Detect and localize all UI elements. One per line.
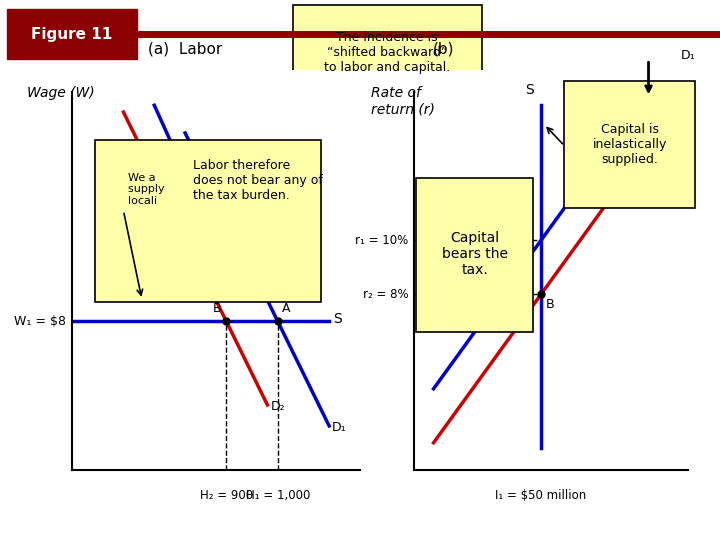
Text: Capital is
inelastically
supplied.: Capital is inelastically supplied. [593, 123, 667, 166]
Text: (b): (b) [433, 42, 454, 57]
FancyBboxPatch shape [564, 81, 696, 208]
FancyBboxPatch shape [7, 9, 137, 59]
Text: S: S [333, 312, 342, 326]
Text: r₂ = 8%: r₂ = 8% [362, 288, 408, 301]
Text: Labor therefore
does not bear any of
the tax burden.: Labor therefore does not bear any of the… [194, 159, 323, 202]
Text: S: S [525, 83, 534, 97]
Text: Rate of
return (r): Rate of return (r) [371, 86, 435, 117]
Text: W₁ = $8: W₁ = $8 [14, 315, 66, 328]
FancyBboxPatch shape [416, 178, 534, 332]
Text: B: B [213, 302, 222, 315]
Text: (a)  Labor: (a) Labor [148, 42, 222, 57]
Text: We a
supply 
locali: We a supply locali [127, 173, 168, 206]
Text: The incidence is
“shifted backward”
to labor and capital.: The incidence is “shifted backward” to l… [324, 31, 450, 73]
Text: A: A [282, 302, 290, 315]
Text: H₁ = 1,000: H₁ = 1,000 [246, 489, 310, 502]
Text: B: B [546, 298, 554, 311]
Text: Capital
bears the
tax.: Capital bears the tax. [441, 231, 508, 277]
FancyBboxPatch shape [293, 5, 482, 187]
Text: D₁: D₁ [681, 49, 696, 63]
Text: H₂ = 900: H₂ = 900 [199, 489, 253, 502]
Text: D₁: D₁ [332, 421, 347, 434]
Text: D₂: D₂ [681, 103, 696, 117]
FancyBboxPatch shape [94, 140, 321, 302]
Text: r₁ = 10%: r₁ = 10% [355, 234, 408, 247]
Text: I₁ = $50 million: I₁ = $50 million [495, 489, 587, 502]
Text: Wage (W): Wage (W) [27, 86, 94, 100]
Text: Figure 11: Figure 11 [32, 26, 112, 42]
Text: D₂: D₂ [271, 400, 285, 414]
